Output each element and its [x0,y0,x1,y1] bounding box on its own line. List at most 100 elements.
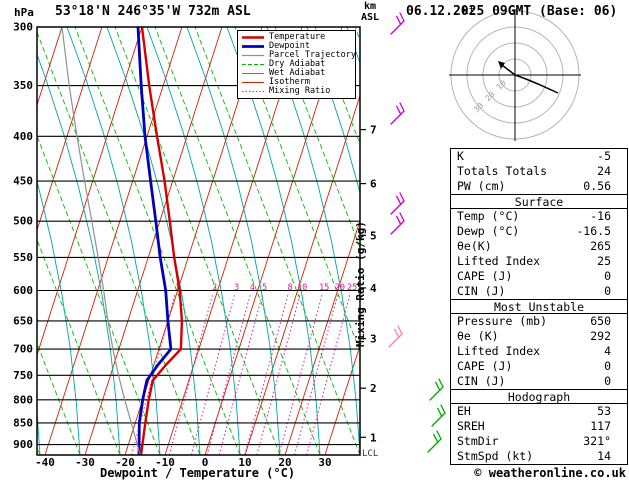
table-row-label: Dewp (°C) [457,224,520,238]
legend-item-label: Mixing Ratio [269,86,331,96]
legend-item-label: Temperature [269,32,326,42]
pressure-tick-label: 850 [13,416,33,429]
table-row-label: StmDir [457,434,499,448]
legend-item-label: Isotherm [269,77,310,87]
table-row-value: 0.56 [583,179,611,193]
pressure-tick-label: 800 [13,393,33,406]
table-row-value: 292 [590,329,611,343]
table-row-label: θe(K) [457,239,492,253]
table-row: Totals Totals 24 [451,164,627,179]
table-row-label: SREH [457,419,485,433]
wind-barb [429,378,444,401]
table-section-header: Surface [451,194,627,209]
table-row-label: CAPE (J) [457,269,513,283]
wind-barb [388,325,403,348]
legend-item-label: Wet Adiabat [269,68,326,78]
table-row: SREH 117 [451,419,627,434]
table-row-value: 0 [604,374,611,388]
legend-item: Temperature [241,33,352,42]
legend-item: Mixing Ratio [241,87,352,96]
table-row: PW (cm) 0.56 [451,179,627,194]
table-row-label: CIN (J) [457,284,506,298]
stats-table: K -5 Totals Totals 24 PW (cm) 0.56 Surface Temp… [450,148,628,465]
legend-item-label: Parcel Trajectory [269,50,356,60]
wet-adiabat-line [37,180,81,455]
mixing-ratio-axis-title: Mixing Ratio (g/kg) [354,221,367,347]
pressure-tick-label: 300 [13,21,33,34]
table-row: Dewp (°C) -16.5 [451,224,627,239]
table-row: Pressure (mb) 650 [451,314,627,329]
table-row: θe (K) 292 [451,329,627,344]
km-tick-label: 2 [370,382,377,395]
temp-tick-label: -20 [115,456,135,469]
temp-tick-label: 20 [278,456,291,469]
pressure-tick-label: 750 [13,369,33,382]
temperature-curve [139,27,184,455]
table-row: Lifted Index 25 [451,254,627,269]
table-section-header: Most Unstable [451,299,627,314]
table-row-value: 321° [583,434,611,448]
mixing-ratio-value: 20 [335,283,345,293]
pressure-tick-label: 450 [13,175,33,188]
pressure-tick-label: 550 [13,251,33,264]
temp-tick-label: -40 [35,456,55,469]
km-tick-label: 4 [370,282,377,295]
pressure-unit-label: hPa [14,6,34,19]
table-row: Temp (°C) -16 [451,209,627,224]
mixing-ratio-value: 1 [174,283,179,293]
mixing-ratio-value: 10 [297,283,307,293]
x-axis-label: Dewpoint / Temperature (°C) [100,466,296,480]
temp-tick-label: 30 [318,456,331,469]
wind-barb [390,192,405,215]
isotherm-line [37,27,63,107]
plot-border [36,26,361,456]
table-row: EH 53 [451,404,627,419]
temp-tick-label: -10 [155,456,175,469]
table-row-value: 14 [597,449,611,463]
mixing-ratio-value: 4 [250,283,255,293]
table-row: CIN (J) 0 [451,284,627,299]
pressure-tick-label: 650 [13,314,33,327]
table-row: CAPE (J) 0 [451,269,627,284]
temp-tick-label: -30 [75,456,95,469]
table-row-label: K [457,149,464,163]
isotherm-line [37,27,103,232]
wind-barb [390,12,405,35]
km-tick-label: 5 [370,229,377,242]
sounding-curves [61,27,184,455]
table-row-value: 25 [597,254,611,268]
legend-item: Dry Adiabat [241,60,352,69]
table-row-value: 650 [590,314,611,328]
dry-adiabat-line [37,342,81,455]
mixing-ratio-value: 8 [288,283,293,293]
isotherm-line [324,344,360,455]
table-row-label: EH [457,404,471,418]
table-row-value: 265 [590,239,611,253]
table-row-value: -16.5 [576,224,611,238]
legend-item: Parcel Trajectory [241,51,356,60]
copyright: © weatheronline.co.uk [474,466,626,480]
isotherm-line [84,27,223,455]
dry-adiabat-line [194,27,360,455]
legend-item: Isotherm [241,78,352,87]
table-row: StmSpd (kt) 14 [451,449,627,464]
table-row: θe(K) 265 [451,239,627,254]
mixing-ratio-value: 15 [319,283,329,293]
mixing-ratio-value: 5 [262,283,267,293]
table-row-label: CAPE (J) [457,359,513,373]
table-row-label: Lifted Index [457,344,541,358]
table-row-value: -5 [597,149,611,163]
table-row-value: 0 [604,269,611,283]
chart-legend: Temperature Dewpoint Parcel Trajectory Dry … [237,30,356,99]
pressure-tick-label: 700 [13,343,33,356]
table-row-value: -16 [590,209,611,223]
dry-adiabat-line [37,134,161,455]
table-row: CIN (J) 0 [451,374,627,389]
lcl-label: LCL [362,449,378,459]
table-row: CAPE (J) 0 [451,359,627,374]
hodograph-trace [501,64,559,94]
table-row-label: PW (cm) [457,179,506,193]
table-row: StmDir 321° [451,434,627,449]
table-row-value: 4 [604,344,611,358]
parcel-trajectory-curve [61,27,141,455]
